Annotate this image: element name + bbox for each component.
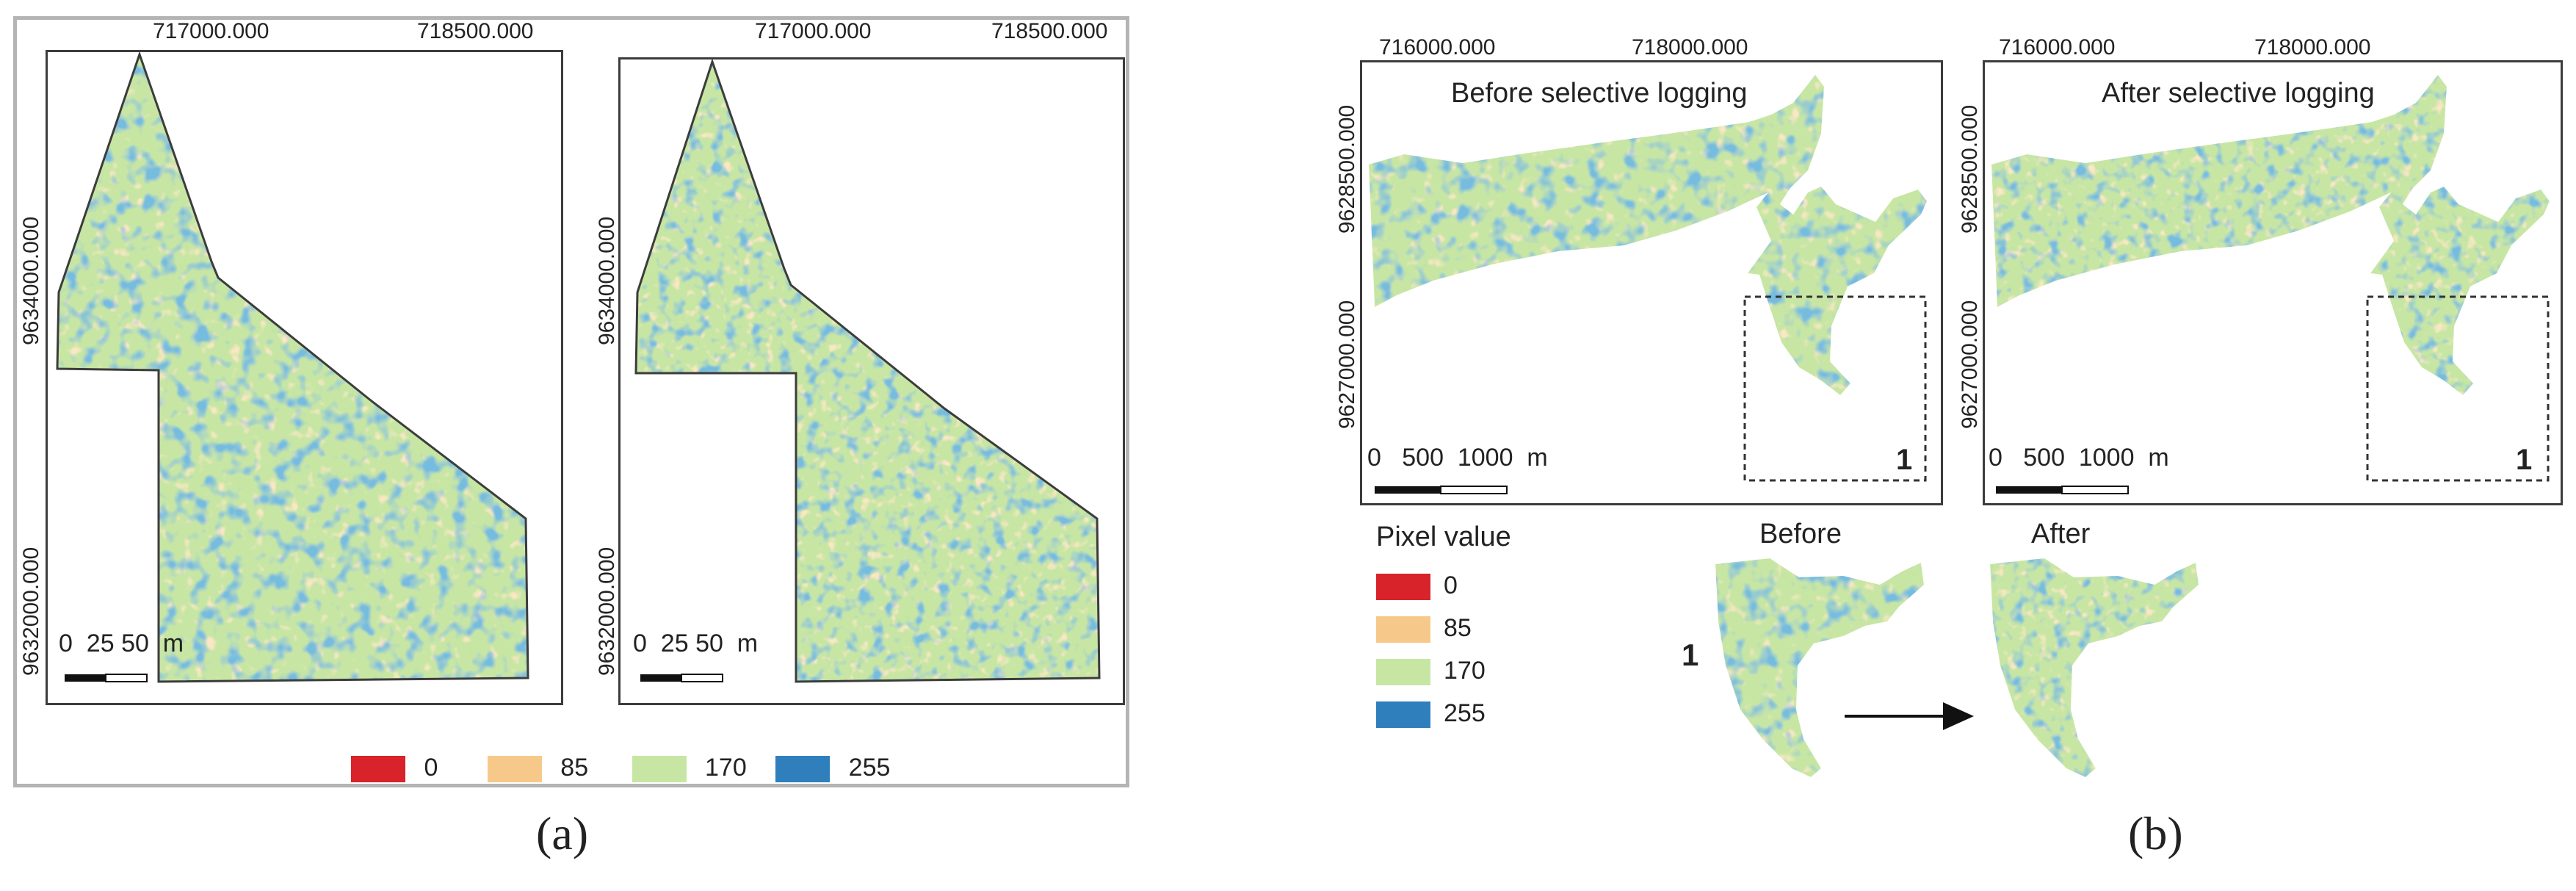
map-a-left-coord-top-1: 717000.000 (153, 19, 269, 43)
map-a-left-coord-top-2: 718500.000 (417, 19, 534, 43)
legend-b-label-255: 255 (1444, 699, 1486, 727)
map-b-after-coord-left-1: 9628500.000 (1958, 104, 1982, 234)
map-b-after-scale-bar (1996, 486, 2129, 494)
legend-a-label-0: 0 (424, 754, 438, 782)
map-b-before-raster (1369, 75, 1927, 482)
map-a-right-coord-left-2: 9632000.000 (595, 546, 619, 676)
inset-after-raster (1990, 558, 2199, 777)
map-a-left-coord-left-1: 9634000.000 (19, 216, 43, 345)
legend-b: 0 85 170 255 (1376, 564, 1486, 735)
map-a-right-coord-top-1: 717000.000 (755, 19, 872, 43)
map-b-before-scale-bar (1375, 486, 1508, 494)
map-a-right-scale-label: 0 25 50 m (633, 630, 759, 657)
map-b-after-raster (1991, 75, 2550, 482)
map-b-after-coord-left-2: 9627000.000 (1958, 300, 1982, 429)
legend-a-swatch-0 (351, 756, 405, 783)
map-a-right-raster (634, 58, 1101, 683)
map-b-before-coord-left-1: 9628500.000 (1335, 104, 1359, 234)
panel-a-frame (13, 16, 1129, 787)
legend-a-swatch-255 (775, 756, 831, 783)
legend-a: 0 85 170 255 (351, 754, 891, 783)
map-b-after-inset-number: 1 (2516, 444, 2533, 476)
map-a-left-coord-left-2: 9632000.000 (19, 546, 43, 676)
legend-b-swatch-0 (1376, 574, 1430, 601)
map-a-right-coord-left-1: 9634000.000 (595, 216, 619, 345)
inset-number-label: 1 (1682, 638, 1699, 672)
map-a-left-scale-label: 0 25 50 m (59, 630, 184, 657)
map-a-left-scale-bar (65, 674, 148, 682)
legend-b-swatch-170 (1376, 659, 1430, 686)
map-b-before-scale-label: 0 500 1000 m (1367, 444, 1548, 472)
inset-before-label: Before (1759, 519, 1842, 549)
legend-a-swatch-85 (487, 756, 542, 783)
map-a-right-scale-bar (640, 674, 723, 682)
legend-b-label-85: 85 (1444, 614, 1472, 642)
caption-a: (a) (536, 807, 589, 859)
legend-a-label-255: 255 (848, 754, 891, 782)
legend-b-swatch-85 (1376, 616, 1430, 643)
map-b-after-coord-top-1: 716000.000 (1999, 35, 2116, 59)
legend-a-swatch-170 (632, 756, 687, 783)
map-b-before-coord-left-2: 9627000.000 (1335, 300, 1359, 429)
legend-a-label-85: 85 (560, 754, 589, 782)
legend-b-label-0: 0 (1444, 571, 1458, 599)
caption-b: (b) (2128, 807, 2183, 859)
map-b-before-inset-number: 1 (1896, 444, 1913, 476)
legend-b-swatch-255 (1376, 701, 1430, 729)
inset-after-label: After (2031, 519, 2091, 549)
map-b-after-title: After selective logging (2102, 78, 2375, 109)
map-b-before-coord-top-2: 718000.000 (1632, 35, 1748, 59)
map-a-left-raster (56, 51, 529, 683)
legend-a-label-170: 170 (705, 754, 747, 782)
legend-b-label-170: 170 (1444, 657, 1486, 685)
arrow-before-to-after (1845, 702, 1974, 730)
inset-before-raster (1715, 558, 1924, 777)
map-b-after-scale-label: 0 500 1000 m (1989, 444, 2169, 472)
legend-b-title: Pixel value (1376, 522, 1511, 552)
map-b-before-coord-top-1: 716000.000 (1379, 35, 1496, 59)
map-b-before-title: Before selective logging (1451, 78, 1748, 109)
map-a-right-coord-top-2: 718500.000 (991, 19, 1108, 43)
map-b-after-coord-top-2: 718000.000 (2254, 35, 2371, 59)
